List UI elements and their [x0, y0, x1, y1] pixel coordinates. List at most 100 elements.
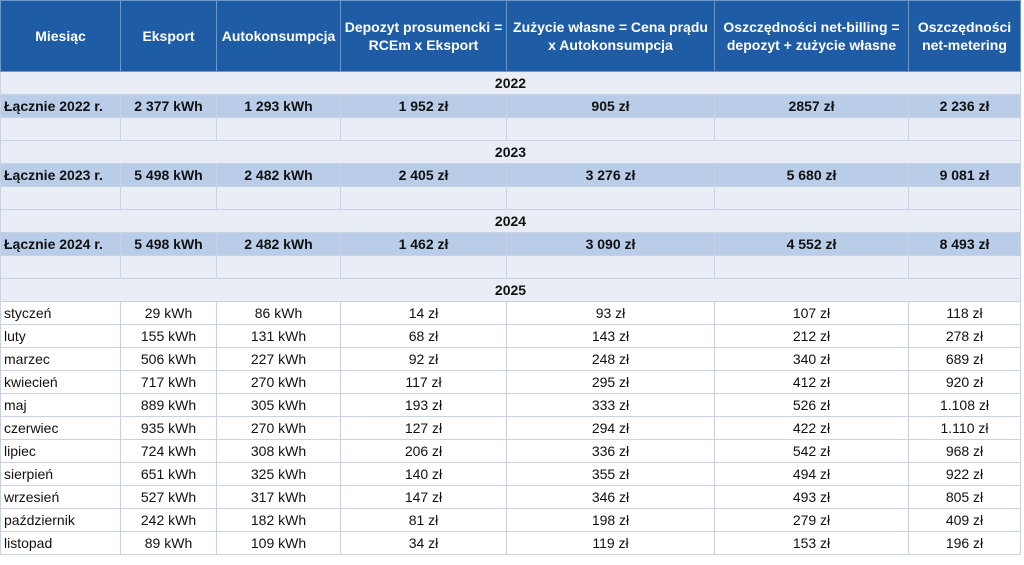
- value-cell: 542 zł: [714, 439, 909, 463]
- value-cell: 2 377 kWh: [120, 94, 217, 118]
- value-cell: 1 462 zł: [340, 232, 507, 256]
- value-cell: 9 081 zł: [908, 163, 1021, 187]
- value-cell: 2 482 kWh: [216, 232, 341, 256]
- value-cell: 295 zł: [506, 370, 715, 394]
- value-cell: 506 kWh: [120, 347, 217, 371]
- value-cell: 968 zł: [908, 439, 1021, 463]
- value-cell: 2 482 kWh: [216, 163, 341, 187]
- year-row: 2024: [0, 209, 1021, 233]
- value-cell: 278 zł: [908, 324, 1021, 348]
- value-cell: 153 zł: [714, 531, 909, 555]
- value-cell: 2857 zł: [714, 94, 909, 118]
- value-cell: 412 zł: [714, 370, 909, 394]
- value-cell: 107 zł: [714, 301, 909, 325]
- value-cell: 1 293 kWh: [216, 94, 341, 118]
- value-cell: 81 zł: [340, 508, 507, 532]
- row-label: czerwiec: [0, 416, 121, 440]
- empty-cell: [0, 117, 121, 141]
- value-cell: 905 zł: [506, 94, 715, 118]
- value-cell: 5 498 kWh: [120, 163, 217, 187]
- value-cell: 34 zł: [340, 531, 507, 555]
- value-cell: 212 zł: [714, 324, 909, 348]
- value-cell: 5 498 kWh: [120, 232, 217, 256]
- value-cell: 227 kWh: [216, 347, 341, 371]
- value-cell: 1.110 zł: [908, 416, 1021, 440]
- month-row: maj 889 kWh 305 kWh 193 zł 333 zł 526 zł 1.108…: [0, 393, 1021, 417]
- header-row: Miesiąc Eksport Autokonsumpcja Depozyt pros…: [0, 0, 1021, 72]
- value-cell: 131 kWh: [216, 324, 341, 348]
- empty-cell: [714, 186, 909, 210]
- value-cell: 346 zł: [506, 485, 715, 509]
- value-cell: 279 zł: [714, 508, 909, 532]
- month-row: wrzesień 527 kWh 317 kWh 147 zł 346 zł 493 zł…: [0, 485, 1021, 509]
- value-cell: 119 zł: [506, 531, 715, 555]
- value-cell: 109 kWh: [216, 531, 341, 555]
- empty-cell: [506, 255, 715, 279]
- value-cell: 68 zł: [340, 324, 507, 348]
- value-cell: 409 zł: [908, 508, 1021, 532]
- value-cell: 5 680 zł: [714, 163, 909, 187]
- header-cell: Depozyt prosumencki = RCEm x Eksport: [340, 0, 507, 72]
- value-cell: 155 kWh: [120, 324, 217, 348]
- value-cell: 920 zł: [908, 370, 1021, 394]
- row-label: Łącznie 2022 r.: [0, 94, 121, 118]
- row-label: wrzesień: [0, 485, 121, 509]
- empty-cell: [216, 186, 341, 210]
- value-cell: 14 zł: [340, 301, 507, 325]
- value-cell: 889 kWh: [120, 393, 217, 417]
- year-cell: 2022: [0, 71, 1021, 95]
- value-cell: 147 zł: [340, 485, 507, 509]
- month-row: czerwiec 935 kWh 270 kWh 127 zł 294 zł 422 zł…: [0, 416, 1021, 440]
- empty-cell: [120, 255, 217, 279]
- empty-cell: [120, 186, 217, 210]
- year-cell: 2025: [0, 278, 1021, 302]
- row-label: luty: [0, 324, 121, 348]
- row-label: Łącznie 2023 r.: [0, 163, 121, 187]
- row-label: marzec: [0, 347, 121, 371]
- total-row: Łącznie 2022 r. 2 377 kWh 1 293 kWh 1 952 z…: [0, 94, 1021, 118]
- value-cell: 717 kWh: [120, 370, 217, 394]
- header-cell: Eksport: [120, 0, 217, 72]
- value-cell: 724 kWh: [120, 439, 217, 463]
- total-row: Łącznie 2023 r. 5 498 kWh 2 482 kWh 2 405 z…: [0, 163, 1021, 187]
- empty-cell: [908, 255, 1021, 279]
- value-cell: 805 zł: [908, 485, 1021, 509]
- value-cell: 294 zł: [506, 416, 715, 440]
- value-cell: 325 kWh: [216, 462, 341, 486]
- header-cell: Oszczędności net-billing = depozyt + zuż…: [714, 0, 909, 72]
- empty-cell: [908, 186, 1021, 210]
- value-cell: 494 zł: [714, 462, 909, 486]
- spacer-row: [0, 117, 1021, 141]
- value-cell: 196 zł: [908, 531, 1021, 555]
- value-cell: 29 kWh: [120, 301, 217, 325]
- value-cell: 4 552 zł: [714, 232, 909, 256]
- year-cell: 2023: [0, 140, 1021, 164]
- value-cell: 317 kWh: [216, 485, 341, 509]
- value-cell: 3 276 zł: [506, 163, 715, 187]
- month-row: październik 242 kWh 182 kWh 81 zł 198 zł 279 …: [0, 508, 1021, 532]
- value-cell: 651 kWh: [120, 462, 217, 486]
- month-row: styczeń 29 kWh 86 kWh 14 zł 93 zł 107 zł 118 z…: [0, 301, 1021, 325]
- value-cell: 3 090 zł: [506, 232, 715, 256]
- spacer-row: [0, 186, 1021, 210]
- value-cell: 118 zł: [908, 301, 1021, 325]
- header-cell: Zużycie własne = Cena prądu x Autokonsum…: [506, 0, 715, 72]
- total-row: Łącznie 2024 r. 5 498 kWh 2 482 kWh 1 462 z…: [0, 232, 1021, 256]
- value-cell: 689 zł: [908, 347, 1021, 371]
- month-row: sierpień 651 kWh 325 kWh 140 zł 355 zł 494 zł…: [0, 462, 1021, 486]
- value-cell: 206 zł: [340, 439, 507, 463]
- value-cell: 270 kWh: [216, 416, 341, 440]
- value-cell: 193 zł: [340, 393, 507, 417]
- value-cell: 143 zł: [506, 324, 715, 348]
- value-cell: 493 zł: [714, 485, 909, 509]
- empty-cell: [340, 117, 507, 141]
- row-label: maj: [0, 393, 121, 417]
- row-label: styczeń: [0, 301, 121, 325]
- value-cell: 1 952 zł: [340, 94, 507, 118]
- row-label: Łącznie 2024 r.: [0, 232, 121, 256]
- empty-cell: [0, 255, 121, 279]
- value-cell: 242 kWh: [120, 508, 217, 532]
- empty-cell: [714, 255, 909, 279]
- value-cell: 935 kWh: [120, 416, 217, 440]
- month-row: marzec 506 kWh 227 kWh 92 zł 248 zł 340 zł 689…: [0, 347, 1021, 371]
